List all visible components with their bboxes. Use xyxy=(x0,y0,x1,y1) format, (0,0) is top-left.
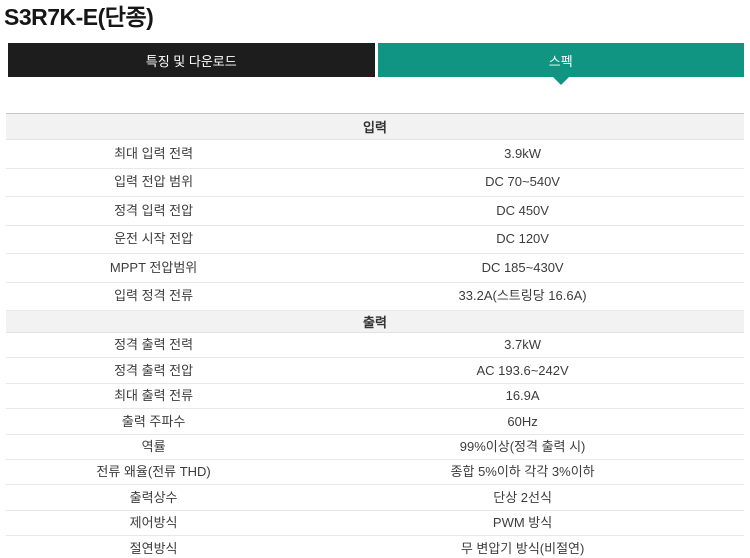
spec-label: 정격 출력 전력 xyxy=(114,337,194,353)
table-row: 최대 입력 전력 3.9kW xyxy=(6,140,744,169)
spec-label: 출력상수 xyxy=(129,489,178,505)
table-row: 출력 주파수 60Hz xyxy=(6,409,744,435)
tab-specs-label: 스펙 xyxy=(548,53,573,69)
spec-section-input: 입력 최대 입력 전력 3.9kW 입력 전압 범위 DC 70~540V 정격… xyxy=(6,114,744,311)
spec-value: 3.7kW xyxy=(504,337,541,353)
spec-label: 운전 시작 전압 xyxy=(114,231,194,247)
spec-value: 33.2A(스트링당 16.6A) xyxy=(458,288,587,304)
table-row: 입력 전압 범위 DC 70~540V xyxy=(6,169,744,197)
spec-label: 출력 주파수 xyxy=(121,413,186,429)
spec-value: 99%이상(정격 출력 시) xyxy=(459,438,586,454)
spec-label: MPPT 전압범위 xyxy=(109,259,198,275)
spec-label: 입력 정격 전류 xyxy=(114,288,194,304)
active-tab-pointer-icon xyxy=(552,77,569,85)
spec-value: DC 120V xyxy=(496,231,549,247)
spec-value: DC 185~430V xyxy=(481,259,564,275)
table-row: 최대 출력 전류 16.9A xyxy=(6,384,744,410)
table-row: MPPT 전압범위 DC 185~430V xyxy=(6,254,744,283)
spec-label: 제어방식 xyxy=(129,515,178,531)
table-row: 입력 정격 전류 33.2A(스트링당 16.6A) xyxy=(6,283,744,311)
tab-specs[interactable]: 스펙 xyxy=(377,43,744,85)
spec-value: 60Hz xyxy=(507,413,538,429)
spec-value: PWM 방식 xyxy=(492,515,553,531)
spec-value: 무 변압기 방식(비절연) xyxy=(460,540,585,556)
spec-label: 역률 xyxy=(141,438,166,454)
spec-section-output: 출력 정격 출력 전력 3.7kW 정격 출력 전압 AC 193.6~242V… xyxy=(6,311,744,558)
spec-label: 정격 출력 전압 xyxy=(114,362,194,378)
spec-value: DC 70~540V xyxy=(485,174,560,190)
spec-label: 절연방식 xyxy=(129,540,178,556)
spec-label: 최대 입력 전력 xyxy=(114,145,194,161)
spec-value: 단상 2선식 xyxy=(493,489,552,505)
spec-label: 정격 입력 전압 xyxy=(114,202,194,218)
table-row: 출력상수 단상 2선식 xyxy=(6,485,744,511)
section-header-input: 입력 xyxy=(6,114,744,140)
table-row: 정격 출력 전력 3.7kW xyxy=(6,333,744,359)
spec-value: AC 193.6~242V xyxy=(476,362,569,378)
spec-value: DC 450V xyxy=(496,202,549,218)
table-row: 전류 왜율(전류 THD) 종합 5%이하 각각 3%이하 xyxy=(6,460,744,486)
section-header-output: 출력 xyxy=(6,311,744,333)
spec-label: 최대 출력 전류 xyxy=(114,388,194,404)
spec-value: 16.9A xyxy=(505,388,540,404)
table-row: 정격 출력 전압 AC 193.6~242V xyxy=(6,358,744,384)
table-row: 운전 시작 전압 DC 120V xyxy=(6,226,744,254)
table-row: 제어방식 PWM 방식 xyxy=(6,511,744,537)
table-row: 역률 99%이상(정격 출력 시) xyxy=(6,435,744,460)
tab-features-downloads[interactable]: 특징 및 다운로드 xyxy=(8,43,375,77)
tab-bar: 특징 및 다운로드 스펙 xyxy=(8,43,744,85)
table-row: 절연방식 무 변압기 방식(비절연) xyxy=(6,536,744,558)
spec-value: 종합 5%이하 각각 3%이하 xyxy=(450,464,595,480)
table-row: 정격 입력 전압 DC 450V xyxy=(6,197,744,226)
spec-label: 입력 전압 범위 xyxy=(114,174,194,190)
spec-value: 3.9kW xyxy=(504,145,541,161)
spec-table: 입력 최대 입력 전력 3.9kW 입력 전압 범위 DC 70~540V 정격… xyxy=(6,113,744,558)
page-title: S3R7K-E(단종) xyxy=(4,4,154,30)
spec-label: 전류 왜율(전류 THD) xyxy=(96,464,211,480)
